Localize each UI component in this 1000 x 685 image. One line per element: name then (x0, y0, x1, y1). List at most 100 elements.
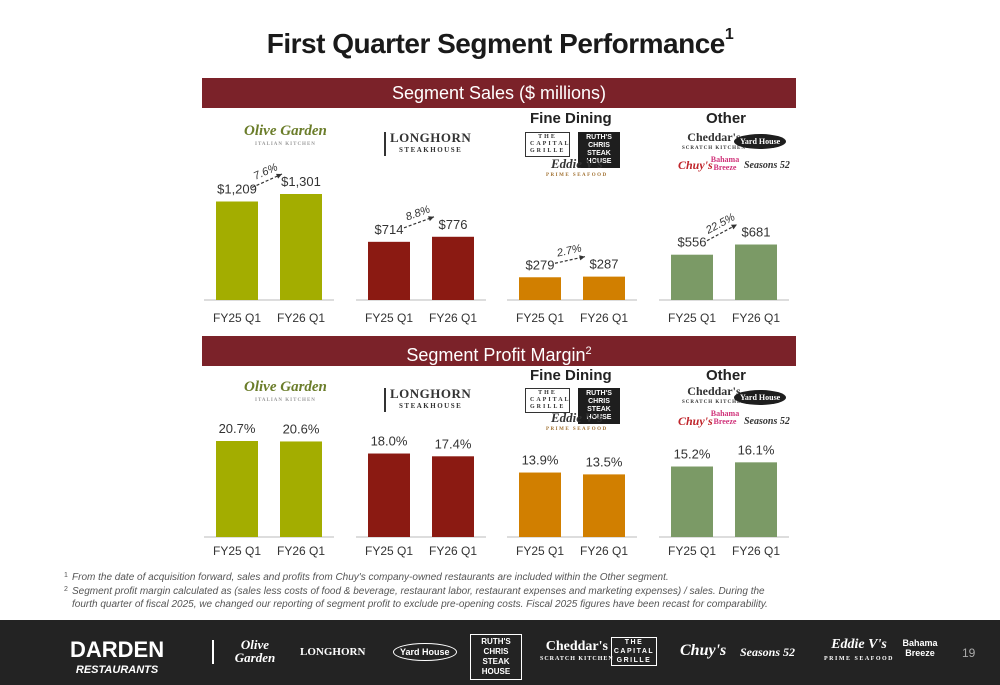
sales-banner: Segment Sales ($ millions) (202, 78, 796, 108)
longhorn-logo-margin: LONGHORN STEAKHOUSE (384, 386, 472, 412)
eddie-v-logo-sub: PRIME SEAFOOD (546, 173, 608, 178)
footer-brand-bar: DARDEN RESTAURANTS Olive Garden LONGHORN … (0, 620, 1000, 685)
sales-longhorn-steakhouse-bar-1 (432, 236, 474, 300)
bahama-breeze-logo: Bahama Breeze (710, 155, 740, 172)
olive-garden-logo-margin-text: Olive Garden (244, 379, 327, 395)
sales-longhorn-steakhouse-category-label-0: FY25 Q1 (365, 311, 413, 325)
footer-yard-house-logo: Yard House (393, 643, 457, 661)
olive-garden-logo-text: Olive Garden (244, 123, 327, 139)
sales-longhorn-steakhouse-category-label-1: FY26 Q1 (429, 311, 477, 325)
margin-longhorn-steakhouse-value-label-1: 17.4% (435, 436, 472, 451)
cheddars-logo-margin-sub: SCRATCH KITCHEN (682, 400, 746, 405)
sales-other-value-label-1: $681 (742, 225, 771, 240)
darden-logo-text: DARDEN (70, 637, 165, 662)
sales-other-growth-arrow (706, 223, 738, 242)
margin-fine-dining-bar-0 (519, 472, 561, 537)
footer-bahama-breeze-logo: Bahama Breeze (902, 638, 938, 658)
margin-fine-dining-value-label-0: 13.9% (522, 453, 559, 468)
footnote-2-text: Segment profit margin calculated as (sal… (72, 586, 765, 597)
sales-olive-garden-growth-arrowhead (276, 173, 282, 179)
sales-olive-garden-category-label-1: FY26 Q1 (277, 311, 325, 325)
other-label-margin: Other (706, 367, 747, 384)
chuys-logo-margin: Chuy's (678, 414, 713, 428)
footer-olive-garden-logo: Olive Garden (234, 637, 276, 665)
sales-olive-garden-bar-0 (216, 201, 258, 300)
footnote-1-marker: 1 (64, 572, 68, 579)
sales-fine-dining-growth-arrowhead (579, 255, 585, 261)
margin-fine-dining-bar-1 (583, 474, 625, 537)
eddie-v-logo: Eddie V's PRIME SEAFOOD (546, 156, 608, 182)
sales-other-growth-arrowhead (731, 224, 737, 230)
footer-longhorn-logo: LONGHORN (300, 646, 366, 658)
longhorn-logo-margin-sub: STEAKHOUSE (399, 402, 463, 410)
footer-seasons52-logo: Seasons 52 (740, 645, 796, 659)
charts-canvas: $1,209 FY25 Q1 $1,301 FY26 Q1 7.6% $714 FY25 Q… (204, 161, 789, 558)
eddie-v-logo-margin: Eddie V's PRIME SEAFOOD (546, 410, 608, 436)
margin-other-category-label-1: FY26 Q1 (732, 544, 780, 558)
seasons52-logo: Seasons 52 (744, 160, 790, 171)
margin-olive-garden-bar-0 (216, 441, 258, 537)
sales-longhorn-steakhouse-growth-label: 8.8% (404, 203, 432, 223)
margin-other-bar-1 (735, 462, 777, 537)
sales-longhorn-steakhouse-value-label-1: $776 (439, 217, 468, 232)
margin-other-bar-0 (671, 466, 713, 537)
footnote-1-text: From the date of acquisition forward, sa… (72, 572, 669, 583)
title-text: First Quarter Segment Performance (266, 28, 726, 59)
footer-ruths-chris-logo: RUTH'S CHRIS STEAK HOUSE (470, 634, 522, 680)
page-number: 19 (962, 646, 976, 660)
capital-grille-logo: THE CAPITAL GRILLE (525, 132, 570, 157)
olive-garden-logo-margin-sub: ITALIAN KITCHEN (255, 398, 316, 403)
yard-house-logo: Yard House (734, 134, 787, 149)
longhorn-logo-sub: STEAKHOUSE (399, 146, 463, 154)
sales-fine-dining-bar-1 (583, 276, 625, 300)
sales-olive-garden-growth-arrow (251, 173, 283, 189)
sales-olive-garden-category-label-0: FY25 Q1 (213, 311, 261, 325)
eddie-v-logo-text: Eddie V's (550, 156, 603, 171)
margin-banner-text: Segment Profit Margin (406, 345, 586, 365)
cheddars-logo-text: Cheddar's (687, 130, 741, 144)
margin-banner: Segment Profit Margin2 (202, 336, 796, 366)
darden-logo: DARDEN RESTAURANTS (70, 637, 165, 680)
margin-olive-garden-value-label-0: 20.7% (219, 421, 256, 436)
footer-cheddars-sub: SCRATCH KITCHEN (540, 656, 614, 662)
cheddars-logo-sub: SCRATCH KITCHEN (682, 146, 746, 151)
footer-eddie-v-sub: PRIME SEAFOOD (824, 656, 895, 662)
margin-longhorn-steakhouse-category-label-1: FY26 Q1 (429, 544, 477, 558)
longhorn-logo-margin-text: LONGHORN (390, 386, 472, 401)
footer-chuys-logo: Chuy's (680, 642, 727, 659)
sales-other-value-label-0: $556 (678, 235, 707, 250)
footnote-1: 1 From the date of acquisition forward, s… (64, 572, 669, 584)
margin-other-value-label-1: 16.1% (738, 442, 775, 457)
margin-longhorn-steakhouse-bar-0 (368, 453, 410, 537)
chuys-logo: Chuy's (678, 158, 713, 172)
footer-divider (212, 640, 214, 664)
sales-other-bar-1 (735, 244, 777, 300)
footer-capital-grille-logo: THE CAPITAL GRILLE (611, 637, 657, 666)
sales-longhorn-steakhouse-growth-arrowhead (428, 216, 434, 222)
footer-cheddars-text: Cheddar's (545, 639, 608, 654)
sales-other-category-label-0: FY25 Q1 (668, 311, 716, 325)
fine-dining-label-margin: Fine Dining (530, 367, 612, 384)
cheddars-logo-margin: Cheddar's SCRATCH KITCHEN (682, 384, 746, 408)
fine-dining-label: Fine Dining (530, 110, 612, 127)
yard-house-logo-margin: Yard House (734, 390, 787, 405)
footer-eddie-v-logo: Eddie V's PRIME SEAFOOD (824, 638, 894, 666)
other-label: Other (706, 110, 747, 127)
margin-other-category-label-0: FY25 Q1 (668, 544, 716, 558)
cheddars-logo: Cheddar's SCRATCH KITCHEN (682, 130, 746, 154)
footnote-2-marker: 2 (64, 586, 68, 593)
margin-footnote-marker: 2 (585, 345, 592, 357)
longhorn-logo-text: LONGHORN (390, 130, 472, 145)
sales-fine-dining-category-label-1: FY26 Q1 (580, 311, 628, 325)
margin-fine-dining-value-label-1: 13.5% (586, 454, 623, 469)
sales-fine-dining-bar-0 (519, 277, 561, 300)
sales-fine-dining-value-label-1: $287 (590, 257, 619, 272)
margin-fine-dining-category-label-0: FY25 Q1 (516, 544, 564, 558)
sales-fine-dining-category-label-0: FY25 Q1 (516, 311, 564, 325)
cheddars-logo-margin-text: Cheddar's (687, 384, 741, 398)
eddie-v-logo-margin-text: Eddie V's (550, 410, 603, 425)
footnote-2: 2 Segment profit margin calculated as (sa… (64, 586, 765, 598)
sales-olive-garden-value-label-1: $1,301 (281, 174, 321, 189)
margin-olive-garden-bar-1 (280, 441, 322, 537)
darden-logo-sub: RESTAURANTS (75, 664, 159, 676)
